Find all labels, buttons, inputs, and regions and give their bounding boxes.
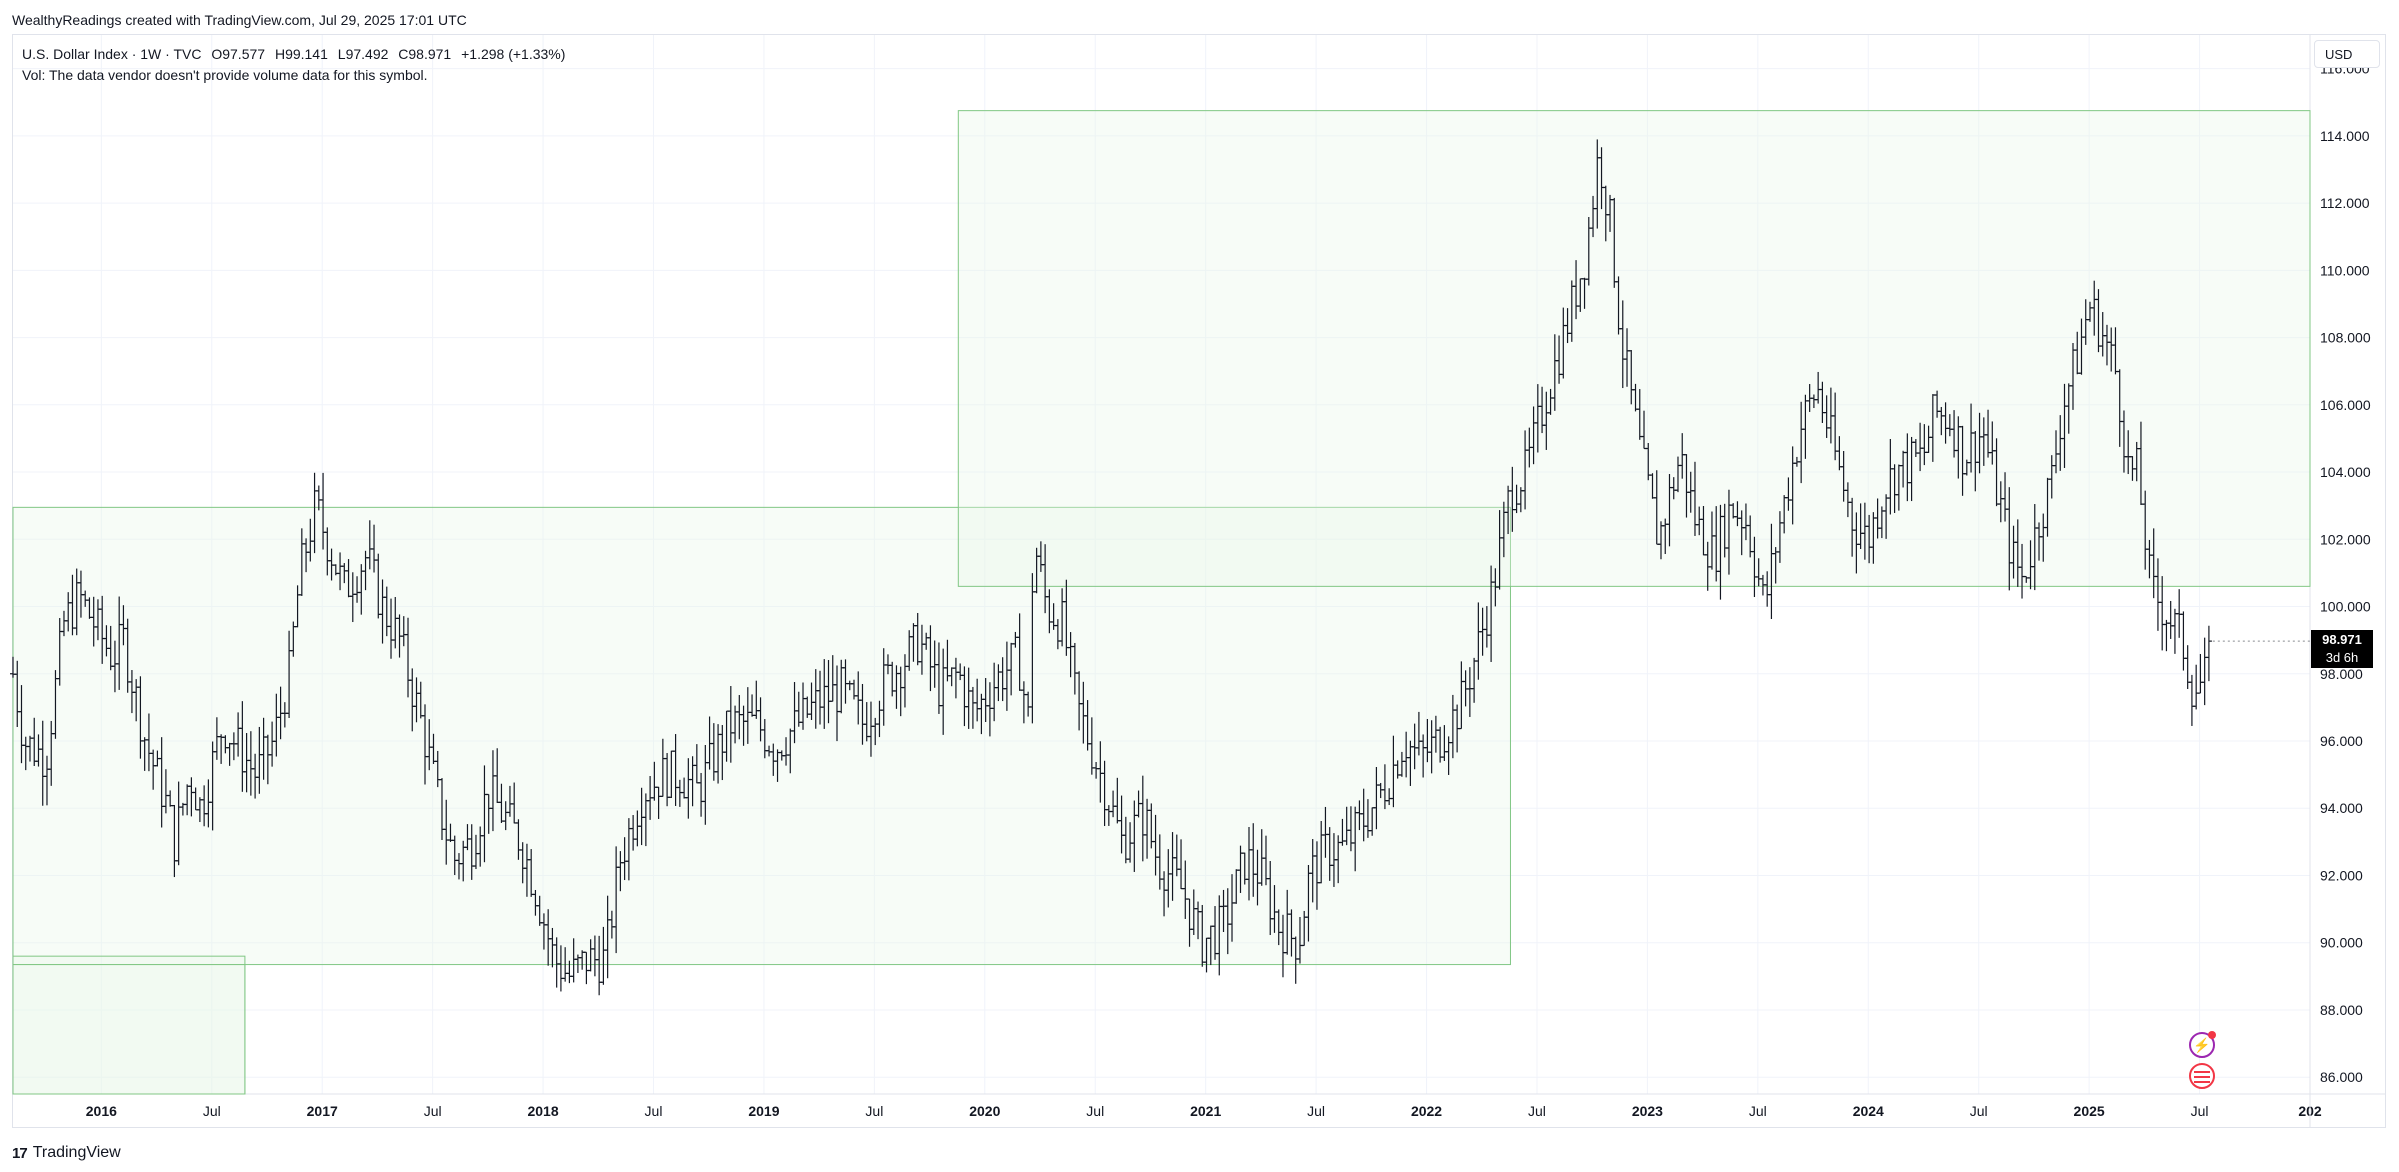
support-zone-rect — [957, 110, 2311, 587]
y-tick-label: 114.000 — [2320, 128, 2370, 144]
x-tick-label: 2024 — [1853, 1103, 1884, 1119]
x-tick-label: Jul — [645, 1103, 663, 1119]
y-tick-label: 98.000 — [2320, 666, 2363, 682]
y-tick-label: 94.000 — [2320, 800, 2363, 816]
footer: 17 TradingView — [12, 1144, 121, 1162]
x-tick-label: Jul — [1749, 1103, 1767, 1119]
x-tick-label: 2022 — [1411, 1103, 1442, 1119]
y-tick-label: 90.000 — [2320, 935, 2363, 951]
y-tick-label: 106.000 — [2320, 397, 2371, 413]
x-tick-label: Jul — [1307, 1103, 1325, 1119]
last-price: 98.971 — [2322, 632, 2362, 648]
x-tick-label: Jul — [2191, 1103, 2209, 1119]
bar-countdown: 3d 6h — [2325, 650, 2359, 666]
high-value: H99.141 — [274, 46, 328, 62]
volume-note: Vol: The data vendor doesn't provide vol… — [22, 67, 428, 83]
x-tick-label: 2025 — [2074, 1103, 2105, 1119]
x-tick-label: 2021 — [1190, 1103, 1221, 1119]
y-tick-label: 104.000 — [2320, 464, 2371, 480]
x-tick-label: Jul — [424, 1103, 442, 1119]
x-tick-label: 2018 — [527, 1103, 558, 1119]
y-tick-label: 96.000 — [2320, 733, 2363, 749]
y-tick-label: 92.000 — [2320, 867, 2363, 883]
symbol-name[interactable]: U.S. Dollar Index · 1W · TVC — [22, 46, 202, 62]
x-tick-label: 2017 — [307, 1103, 338, 1119]
x-tick-label: Jul — [203, 1103, 221, 1119]
x-tick-label: Jul — [1528, 1103, 1546, 1119]
symbol-legend: U.S. Dollar Index · 1W · TVC O97.577 H99… — [22, 44, 571, 86]
us-flag-event-icon[interactable] — [2189, 1063, 2215, 1089]
x-tick-label: 2020 — [969, 1103, 1000, 1119]
support-zone-rect — [12, 955, 246, 1095]
currency-button[interactable]: USD — [2314, 40, 2380, 68]
support-zone-rect — [12, 506, 1511, 966]
chart-credit: WealthyReadings created with TradingView… — [12, 12, 467, 28]
y-tick-label: 86.000 — [2320, 1069, 2363, 1085]
lightning-event-icon[interactable]: ⚡ — [2189, 1031, 2216, 1058]
y-tick-label: 110.000 — [2320, 262, 2370, 278]
last-price-tag: 98.971 3d 6h — [2311, 630, 2373, 669]
y-tick-label: 108.000 — [2320, 330, 2371, 346]
x-tick-label: 2023 — [1632, 1103, 1663, 1119]
x-tick-label: 2016 — [86, 1103, 117, 1119]
close-value: C98.971 — [398, 46, 452, 62]
y-tick-label: 100.000 — [2320, 599, 2371, 615]
x-tick-label: Jul — [1086, 1103, 1104, 1119]
y-tick-label: 112.000 — [2320, 195, 2370, 211]
change-value: +1.298 (+1.33%) — [461, 46, 566, 62]
y-tick-label: 102.000 — [2320, 531, 2371, 547]
footer-brand[interactable]: TradingView — [32, 1144, 121, 1161]
tradingview-logo-icon[interactable]: 17 — [12, 1144, 28, 1162]
open-value: O97.577 — [211, 46, 266, 62]
x-tick-label: 2019 — [748, 1103, 779, 1119]
x-tick-label: Jul — [865, 1103, 883, 1119]
low-value: L97.492 — [337, 46, 389, 62]
support-zone-rect — [12, 964, 246, 1095]
y-tick-label: 88.000 — [2320, 1002, 2363, 1018]
x-tick-label: Jul — [1970, 1103, 1988, 1119]
